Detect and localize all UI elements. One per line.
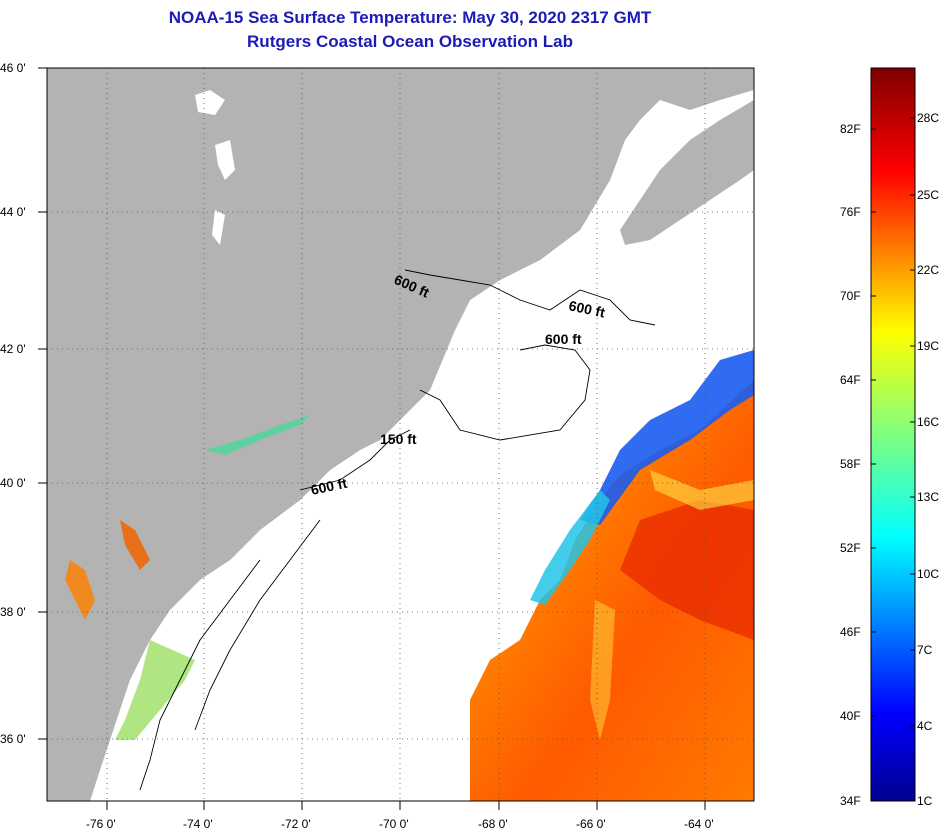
colorbar-c-label: 19C xyxy=(917,339,939,353)
colorbar-ticks xyxy=(871,117,915,727)
lower-shelf xyxy=(115,640,195,740)
chesapeake-bay xyxy=(65,560,95,620)
lat-label: 36 0' xyxy=(0,732,26,746)
depth-label: 600 ft xyxy=(567,297,606,320)
cold-slope-water xyxy=(580,350,754,525)
lon-label: -64 0' xyxy=(684,817,714,831)
lon-label: -74 0' xyxy=(183,817,213,831)
map-subtitle: Rutgers Coastal Ocean Observation Lab xyxy=(247,32,573,51)
colorbar-c-label: 1C xyxy=(917,794,933,808)
lat-label: 38 0' xyxy=(0,605,26,619)
colorbar-c-label: 22C xyxy=(917,263,939,277)
lon-label: -72 0' xyxy=(281,817,311,831)
colorbar-f-label: 82F xyxy=(840,122,861,136)
map-area xyxy=(47,68,754,801)
land-us-coast xyxy=(47,68,754,801)
colorbar-c-label: 4C xyxy=(917,719,933,733)
temperature-colorbar: 82F 76F 70F 64F 58F 52F 46F 40F 34F 28C … xyxy=(840,67,939,808)
lon-label: -68 0' xyxy=(478,817,508,831)
inland-lakes xyxy=(195,90,235,245)
yellow-streak xyxy=(590,600,615,740)
colorbar-c-label: 28C xyxy=(917,111,939,125)
cool-eddy xyxy=(530,490,610,605)
lat-label: 42 0' xyxy=(0,342,26,356)
map-ticks xyxy=(38,67,706,810)
colorbar-c-label: 7C xyxy=(917,643,933,657)
depth-contours xyxy=(139,269,656,791)
lat-label: 44 0' xyxy=(0,205,26,219)
long-island-sound xyxy=(205,415,310,455)
lat-label: 40 0' xyxy=(0,476,26,490)
colorbar-c-label: 10C xyxy=(917,567,939,581)
colorbar-f-label: 70F xyxy=(840,289,861,303)
colorbar-f-label: 40F xyxy=(840,709,861,723)
colorbar-f-label: 52F xyxy=(840,541,861,555)
depth-label: 150 ft xyxy=(380,431,417,447)
colorbar-gradient xyxy=(870,67,916,802)
lat-label: 46 0' xyxy=(0,61,26,75)
warm-filament xyxy=(650,470,754,510)
colorbar-f-label: 64F xyxy=(840,373,861,387)
lon-label: -70 0' xyxy=(379,817,409,831)
colorbar-f-label: 76F xyxy=(840,205,861,219)
land-nova-scotia xyxy=(620,100,754,245)
depth-label: 600 ft xyxy=(545,331,582,347)
graticule xyxy=(47,68,754,801)
lon-label: -66 0' xyxy=(576,817,606,831)
warm-core-red xyxy=(620,500,754,640)
map-title: NOAA-15 Sea Surface Temperature: May 30,… xyxy=(168,8,652,27)
depth-label: 600 ft xyxy=(309,475,348,498)
colorbar-f-label: 34F xyxy=(840,794,861,808)
lon-label: -76 0' xyxy=(86,817,116,831)
colorbar-c-label: 13C xyxy=(917,490,939,504)
colorbar-f-label: 46F xyxy=(840,625,861,639)
colorbar-c-label: 25C xyxy=(917,188,939,202)
colorbar-f-label: 58F xyxy=(840,457,861,471)
delaware-bay xyxy=(120,520,150,570)
colorbar-c-label: 16C xyxy=(917,415,939,429)
